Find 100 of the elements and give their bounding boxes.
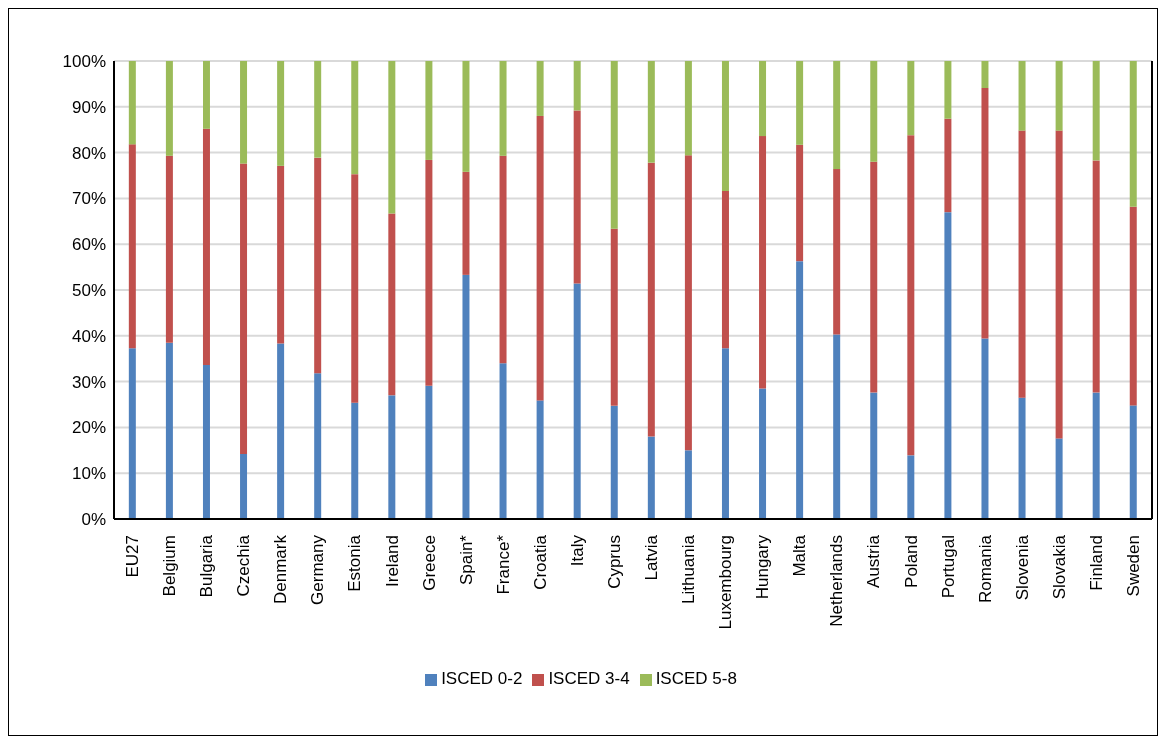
x-tick-label: Finland [1086, 535, 1106, 591]
legend-label: ISCED 0-2 [441, 669, 523, 688]
bar [314, 157, 322, 374]
bar [240, 163, 248, 454]
bar [1092, 392, 1100, 519]
bar [425, 159, 433, 386]
bar [907, 455, 915, 519]
bar [907, 61, 915, 136]
bar [499, 155, 507, 364]
bar [759, 136, 767, 389]
x-tick-label: Netherlands [827, 535, 847, 627]
bar [499, 363, 507, 519]
bar [759, 388, 767, 519]
bar [833, 61, 841, 170]
bar [425, 61, 433, 160]
bar [1018, 397, 1026, 519]
y-tick-label: 100% [62, 52, 106, 72]
bar [1055, 61, 1063, 131]
bar [1129, 206, 1137, 406]
bar [462, 171, 470, 275]
bar [536, 61, 544, 116]
bar [202, 128, 210, 366]
bar [870, 61, 878, 162]
bar [1018, 61, 1026, 131]
bar [647, 436, 655, 519]
bar [165, 61, 173, 156]
x-tick-label: Spain* [456, 534, 476, 586]
x-tick-label: Cyprus [604, 535, 624, 589]
bar [981, 88, 989, 339]
x-tick-label: Portugal [938, 535, 958, 599]
bar [833, 169, 841, 335]
bar [388, 213, 396, 396]
x-tick-label: Czechia [234, 534, 254, 597]
bar [128, 348, 136, 519]
bar [277, 165, 285, 344]
bar [944, 61, 952, 119]
bar [1055, 130, 1063, 439]
bar [796, 61, 804, 145]
bar [240, 453, 248, 519]
x-tick-label: Germany [308, 534, 328, 605]
x-tick-label: Greece [419, 535, 439, 591]
y-tick-label: 60% [71, 235, 106, 255]
x-tick-label: Croatia [530, 534, 550, 590]
legend-label: ISCED 5-8 [655, 669, 737, 688]
bar [277, 343, 285, 519]
x-tick-label: Austria [864, 534, 884, 588]
x-tick-label: Slovenia [1012, 534, 1032, 601]
bar [870, 392, 878, 519]
x-tick-label: Romania [975, 534, 995, 604]
bar [684, 155, 692, 451]
bar [759, 61, 767, 137]
bar [573, 110, 581, 284]
bar [610, 61, 618, 229]
bar [202, 61, 210, 129]
legend-label: ISCED 3-4 [548, 669, 630, 688]
bar [1092, 160, 1100, 393]
y-tick-label: 40% [71, 326, 106, 346]
bar [536, 400, 544, 519]
x-tick-label: Italy [567, 534, 587, 567]
x-tick-label: Slovakia [1049, 534, 1069, 600]
bar [499, 61, 507, 156]
y-tick-label: 10% [71, 464, 106, 484]
bar [314, 373, 322, 519]
bar [1129, 405, 1137, 519]
bar [1055, 438, 1063, 519]
x-tick-label: Malta [790, 534, 810, 577]
bar [981, 338, 989, 519]
bar [796, 144, 804, 262]
x-tick-label: EU27 [123, 535, 143, 578]
bar [351, 174, 359, 403]
x-tick-label: Bulgaria [197, 534, 217, 598]
bar [1018, 130, 1026, 398]
bar [1129, 61, 1137, 207]
bar [536, 115, 544, 401]
bar [128, 144, 136, 349]
bar [721, 348, 729, 519]
bar [388, 395, 396, 519]
y-tick-label: 70% [71, 189, 106, 209]
bar [684, 61, 692, 156]
bar [721, 191, 729, 349]
bar [240, 61, 248, 164]
bar [128, 61, 136, 145]
bar [647, 61, 655, 163]
bar [573, 283, 581, 519]
bar [1092, 61, 1100, 161]
bar [165, 342, 173, 519]
y-tick-label: 90% [71, 97, 106, 117]
bar [684, 450, 692, 519]
bar [907, 135, 915, 456]
bar [425, 385, 433, 519]
bar [833, 334, 841, 519]
x-tick-label: Belgium [160, 535, 180, 597]
bar [944, 212, 952, 519]
bar [462, 61, 470, 172]
x-tick-label: Hungary [753, 534, 773, 600]
bar [388, 61, 396, 214]
x-tick-label: Luxembourg [716, 535, 736, 630]
x-tick-label: Sweden [1123, 535, 1143, 597]
x-tick-label: France* [493, 534, 513, 595]
x-tick-label: Lithuania [679, 534, 699, 605]
